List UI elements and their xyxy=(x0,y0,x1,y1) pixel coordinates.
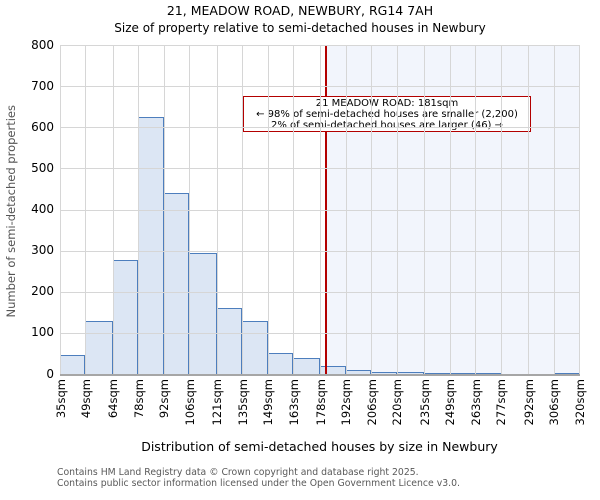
x-gridline xyxy=(475,45,477,374)
x-tick-label: 106sqm xyxy=(182,379,197,426)
x-gridline xyxy=(163,45,165,374)
plot-area: 21 MEADOW ROAD: 181sqm ← 98% of semi-det… xyxy=(60,45,580,375)
x-gridline xyxy=(579,45,580,374)
x-tick-label: 192sqm xyxy=(339,379,354,426)
x-gridline xyxy=(449,45,451,374)
histogram-bar xyxy=(163,193,190,374)
x-tick-label: 235sqm xyxy=(417,379,432,426)
x-tick-label: 249sqm xyxy=(443,379,458,426)
x-gridline xyxy=(189,45,191,374)
x-axis-label: Distribution of semi-detached houses by … xyxy=(141,439,498,454)
y-tick-label: 600 xyxy=(31,119,54,134)
y-tick-label: 800 xyxy=(31,37,54,52)
x-tick-label: 135sqm xyxy=(235,379,250,426)
y-gridline xyxy=(60,127,579,129)
histogram-bar xyxy=(242,321,268,374)
histogram-bar xyxy=(293,357,321,374)
histogram-bar xyxy=(60,355,86,374)
x-gridline xyxy=(267,45,269,374)
x-tick-label: 78sqm xyxy=(131,379,146,419)
x-tick-label: 292sqm xyxy=(521,379,536,426)
y-tick-label: 0 xyxy=(46,366,54,381)
x-tick-label: 149sqm xyxy=(261,379,276,426)
x-gridline xyxy=(553,45,555,374)
histogram-bar xyxy=(216,308,243,374)
y-tick-label: 300 xyxy=(31,243,54,258)
x-axis-line xyxy=(60,374,580,376)
histogram-bar xyxy=(138,116,164,374)
x-gridline xyxy=(242,45,244,374)
y-gridline xyxy=(60,291,579,293)
histogram-bar xyxy=(267,352,294,374)
footer-line-2: Contains public sector information licen… xyxy=(57,477,460,489)
chart-title: 21, MEADOW ROAD, NEWBURY, RG14 7AH xyxy=(166,3,434,18)
x-tick-label: 64sqm xyxy=(106,379,121,419)
x-tick-label: 263sqm xyxy=(468,379,483,426)
y-tick-label: 700 xyxy=(31,78,54,93)
x-tick-label: 49sqm xyxy=(78,379,93,419)
y-gridline xyxy=(60,86,579,88)
histogram-bar xyxy=(112,259,139,374)
y-gridline xyxy=(60,332,579,334)
annotation-line-3: 2% of semi-detached houses are larger (4… xyxy=(270,120,504,132)
x-tick-label: 35sqm xyxy=(53,379,68,419)
footer-line-1: Contains HM Land Registry data © Crown c… xyxy=(57,467,419,478)
x-tick-label: 277sqm xyxy=(494,379,509,426)
y-gridline xyxy=(60,209,579,211)
annotation-line-2: ← 98% of semi-detached houses are smalle… xyxy=(256,109,518,121)
x-tick-label: 220sqm xyxy=(390,379,405,426)
y-gridline xyxy=(60,45,579,46)
y-tick-label: 500 xyxy=(31,160,54,175)
x-gridline xyxy=(424,45,426,374)
histogram-bar xyxy=(85,320,113,374)
x-tick-label: 206sqm xyxy=(364,379,379,426)
x-gridline xyxy=(216,45,218,374)
y-gridline xyxy=(60,168,579,170)
x-tick-label: 163sqm xyxy=(286,379,301,426)
x-gridline xyxy=(293,45,295,374)
x-gridline xyxy=(371,45,373,374)
y-tick-label: 200 xyxy=(31,284,54,299)
x-gridline xyxy=(528,45,529,374)
footer-attribution: Contains HM Land Registry data © Crown c… xyxy=(57,467,460,490)
x-gridline xyxy=(138,45,140,374)
y-tick-label: 400 xyxy=(31,202,54,216)
x-tick-label: 178sqm xyxy=(313,379,328,426)
x-gridline xyxy=(85,45,87,374)
x-gridline xyxy=(396,45,398,374)
chart-subtitle: Size of property relative to semi-detach… xyxy=(114,21,486,35)
y-gridline xyxy=(60,250,579,252)
marker-annotation: 21 MEADOW ROAD: 181sqm ← 98% of semi-det… xyxy=(243,96,531,132)
x-tick-label: 121sqm xyxy=(210,379,225,426)
x-gridline xyxy=(500,45,502,374)
annotation-line-1: 21 MEADOW ROAD: 181sqm xyxy=(315,98,459,109)
x-tick-label: 92sqm xyxy=(157,379,172,419)
x-gridline xyxy=(112,45,114,374)
x-tick-label: 306sqm xyxy=(547,379,561,426)
x-gridline xyxy=(60,45,61,374)
x-gridline xyxy=(345,45,347,374)
y-tick-label: 100 xyxy=(31,325,54,340)
x-tick-label: 320sqm xyxy=(572,379,587,426)
x-gridline xyxy=(320,45,322,374)
histogram-bar xyxy=(189,252,217,374)
